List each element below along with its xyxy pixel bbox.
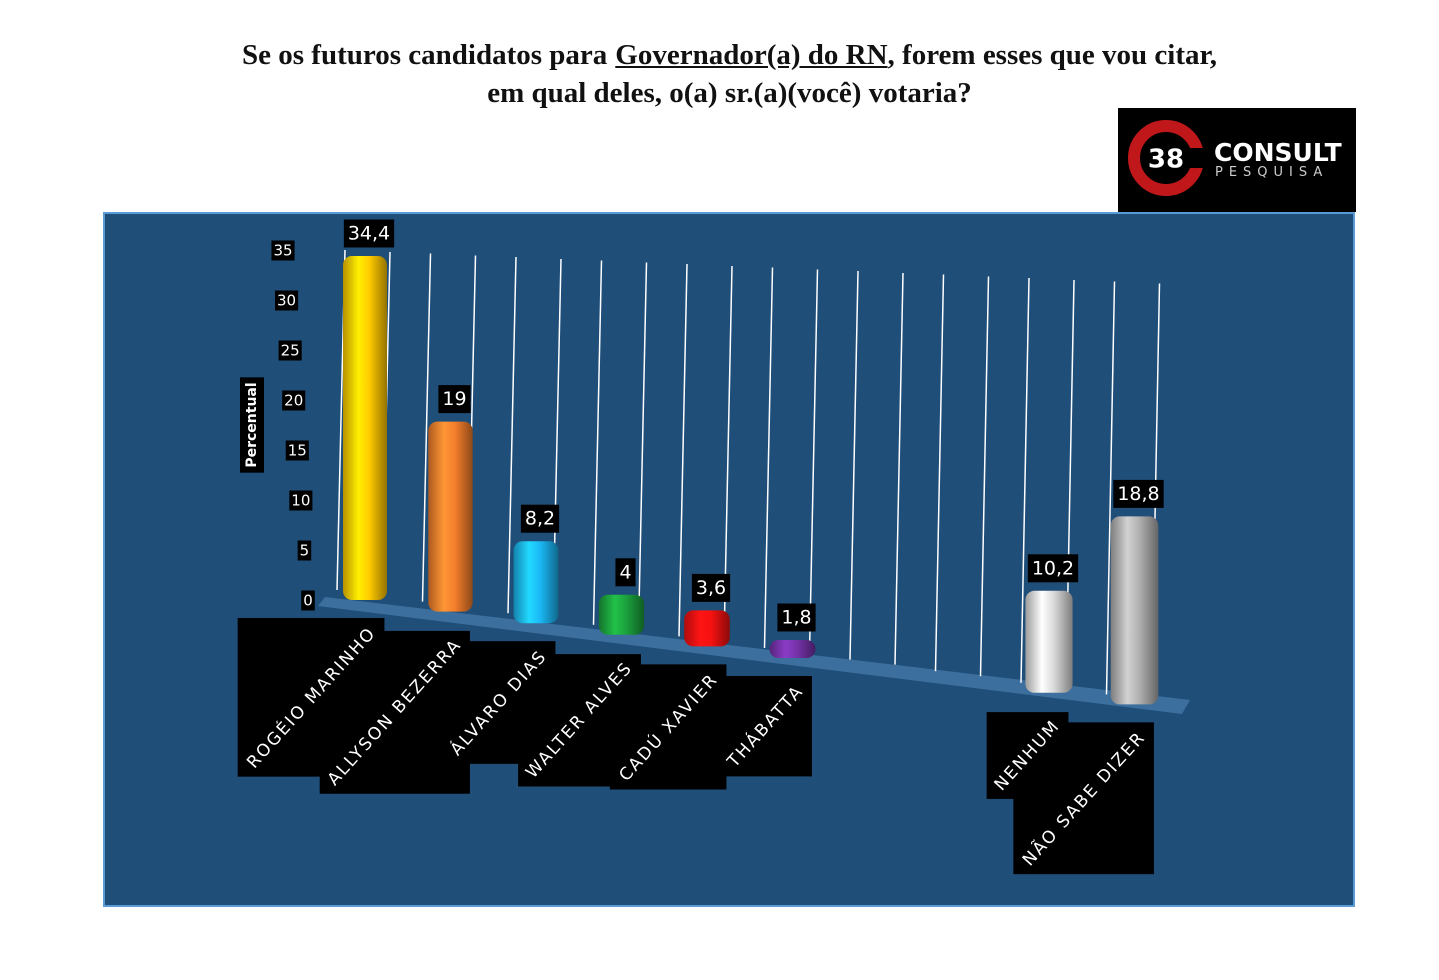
value-label-box bbox=[520, 504, 560, 533]
bar bbox=[684, 610, 730, 647]
grid-line bbox=[934, 274, 945, 672]
bar bbox=[769, 640, 816, 658]
value-label: 18,8 bbox=[1117, 483, 1159, 505]
bar bbox=[428, 421, 473, 612]
bar bbox=[343, 256, 387, 600]
grid-line bbox=[507, 256, 517, 614]
chart-panel bbox=[103, 212, 1355, 907]
title-text: em qual deles, o(a) sr.(a)(você) votaria… bbox=[487, 77, 972, 109]
title-text: Governador(a) do RN bbox=[615, 39, 888, 71]
grid-line bbox=[421, 253, 432, 602]
y-tick-label: 10 bbox=[291, 492, 310, 510]
y-tick-label: 25 bbox=[281, 342, 300, 360]
grid-line bbox=[763, 267, 774, 649]
y-axis-label: Percentual bbox=[244, 382, 260, 467]
x-tick-box bbox=[237, 617, 385, 777]
value-label: 4 bbox=[619, 561, 631, 583]
y-tick-label: 5 bbox=[300, 542, 310, 560]
y-tick-box bbox=[289, 490, 313, 511]
x-tick-box bbox=[717, 675, 812, 777]
y-tick-box bbox=[282, 390, 306, 411]
value-label-box bbox=[343, 219, 395, 248]
value-label-box bbox=[691, 573, 731, 602]
value-label: 8,2 bbox=[525, 508, 555, 530]
y-tick-box bbox=[271, 240, 295, 261]
y-tick-label: 20 bbox=[284, 392, 303, 410]
value-label-box bbox=[1113, 479, 1164, 508]
grid-line bbox=[637, 262, 648, 630]
value-label: 19 bbox=[442, 388, 466, 410]
grid-line bbox=[894, 272, 904, 665]
y-axis-label-box bbox=[240, 377, 264, 473]
grid-line bbox=[979, 276, 990, 677]
y-tick-box bbox=[278, 340, 302, 361]
value-label: 34,4 bbox=[348, 223, 390, 245]
title-text: Se os futuros candidatos para bbox=[242, 39, 608, 71]
grid-line bbox=[678, 263, 688, 637]
bar bbox=[1110, 516, 1159, 705]
bar bbox=[1025, 590, 1073, 693]
grid-line bbox=[592, 260, 603, 625]
grid-line bbox=[849, 270, 859, 660]
bar bbox=[598, 594, 645, 635]
grid-line bbox=[808, 269, 819, 654]
y-tick-label: 30 bbox=[277, 292, 296, 310]
y-tick-box bbox=[297, 540, 312, 561]
y-tick-box bbox=[275, 290, 299, 311]
title-text: , forem esses que vou citar, bbox=[887, 39, 1217, 71]
y-tick-box bbox=[301, 590, 315, 611]
value-label-box bbox=[1027, 554, 1079, 583]
logo-gap bbox=[1190, 148, 1212, 168]
value-label-box bbox=[438, 385, 471, 414]
value-label: 10,2 bbox=[1032, 557, 1074, 579]
x-tick-box bbox=[986, 712, 1069, 799]
y-tick-label: 0 bbox=[303, 592, 313, 610]
value-label-box bbox=[777, 603, 816, 632]
logo-name: CONSULT bbox=[1214, 138, 1342, 167]
grid-line bbox=[1105, 281, 1116, 695]
value-label: 3,6 bbox=[696, 577, 726, 599]
logo: 38 CONSULT PESQUISA bbox=[1118, 108, 1356, 212]
bar bbox=[513, 541, 559, 624]
grid-line bbox=[1020, 277, 1030, 683]
logo-number: 38 bbox=[1148, 145, 1184, 175]
y-tick-label: 15 bbox=[288, 442, 307, 460]
floor bbox=[318, 597, 1190, 714]
logo-tagline: PESQUISA bbox=[1215, 165, 1328, 180]
chart-title: Se os futuros candidatos para Governador(… bbox=[0, 36, 1439, 112]
value-label-box bbox=[615, 558, 636, 587]
value-label: 1,8 bbox=[781, 607, 811, 629]
y-tick-box bbox=[285, 440, 309, 461]
y-tick-label: 35 bbox=[273, 242, 292, 260]
